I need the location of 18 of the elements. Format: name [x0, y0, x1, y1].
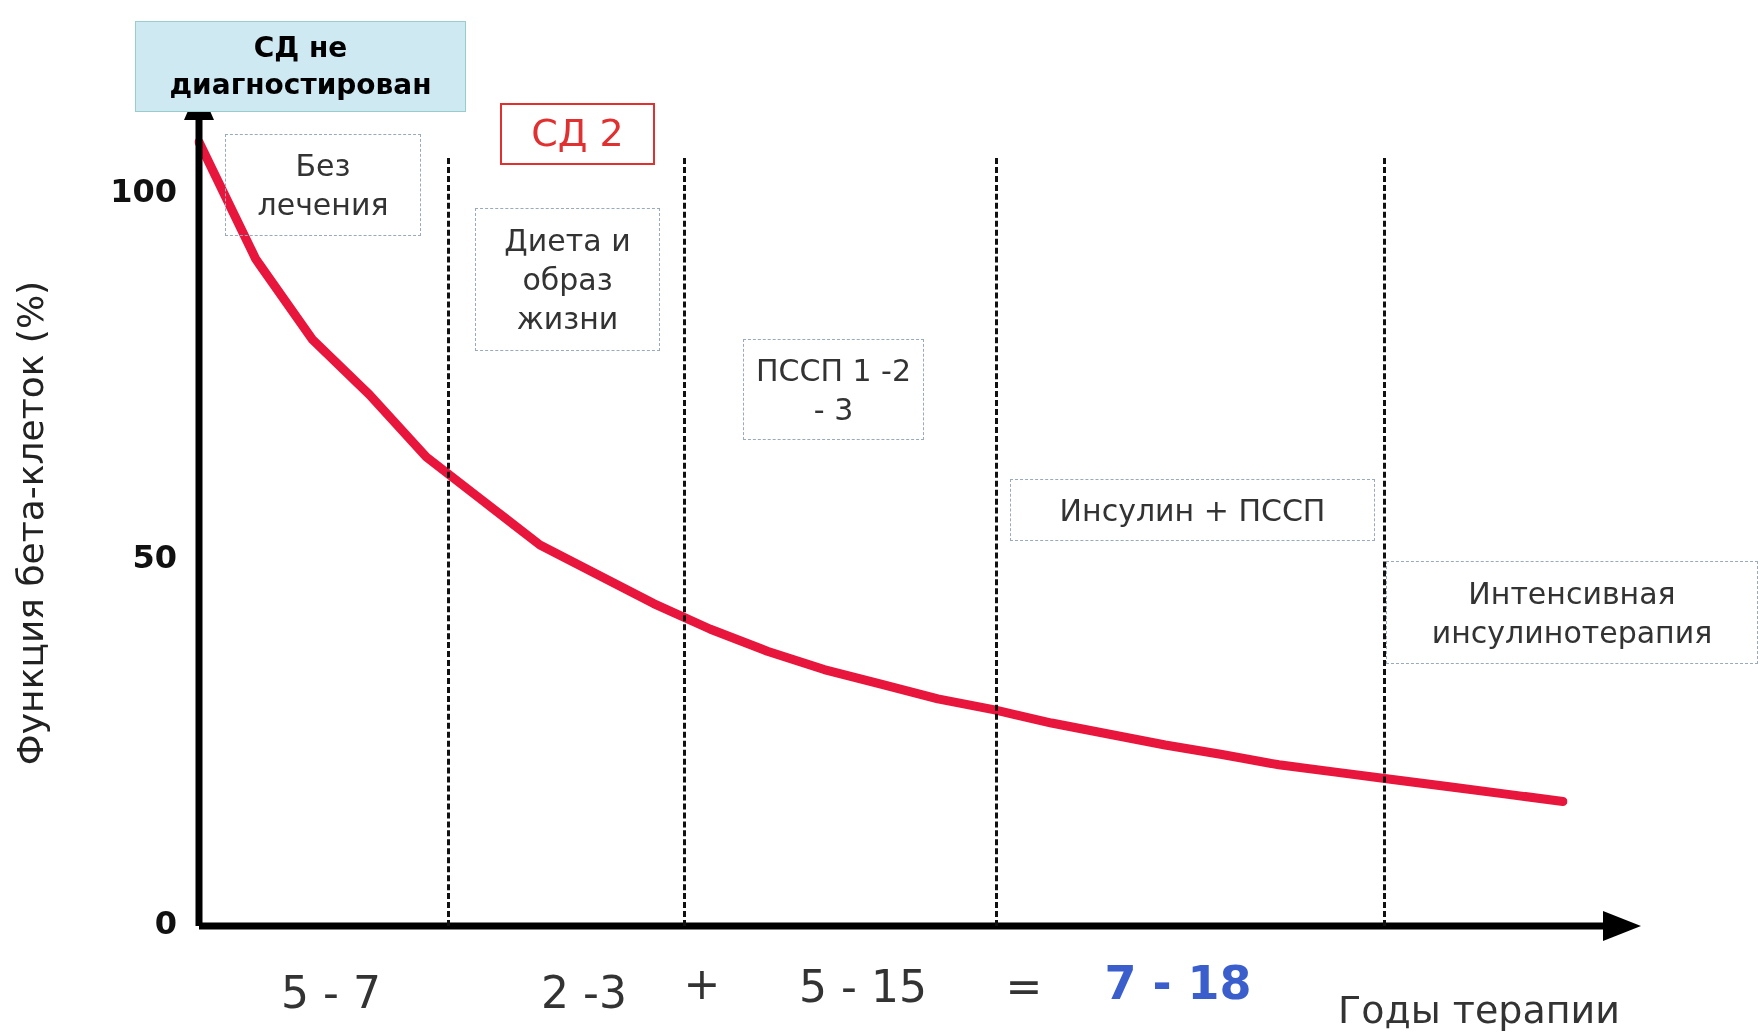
text: 5 - 15	[798, 960, 928, 1015]
annotation: Интенсивная инсулинотерапия	[1386, 561, 1758, 664]
text: 2 -3	[540, 966, 628, 1021]
y-tick-label: 50	[132, 537, 177, 576]
annotation: СД 2	[500, 103, 655, 165]
y-tick-label: 0	[154, 904, 177, 943]
annotation: Без лечения	[225, 134, 421, 236]
y-tick-label: 100	[110, 171, 177, 210]
annotation: ПССП 1 -2 - 3	[743, 339, 924, 440]
text: СД не диагностирован	[135, 21, 466, 112]
text: 7 - 18	[1103, 955, 1253, 1013]
y-axis-title: Функция бета-клеток (%)	[9, 280, 51, 766]
text: +	[682, 957, 722, 1012]
x-axis-title: Годы терапии	[1338, 988, 1620, 1032]
text: =	[1004, 960, 1044, 1015]
annotation: Диета и образ жизни	[475, 208, 660, 351]
annotation: Инсулин + ПССП	[1010, 479, 1375, 541]
text: 5 - 7	[280, 966, 382, 1021]
